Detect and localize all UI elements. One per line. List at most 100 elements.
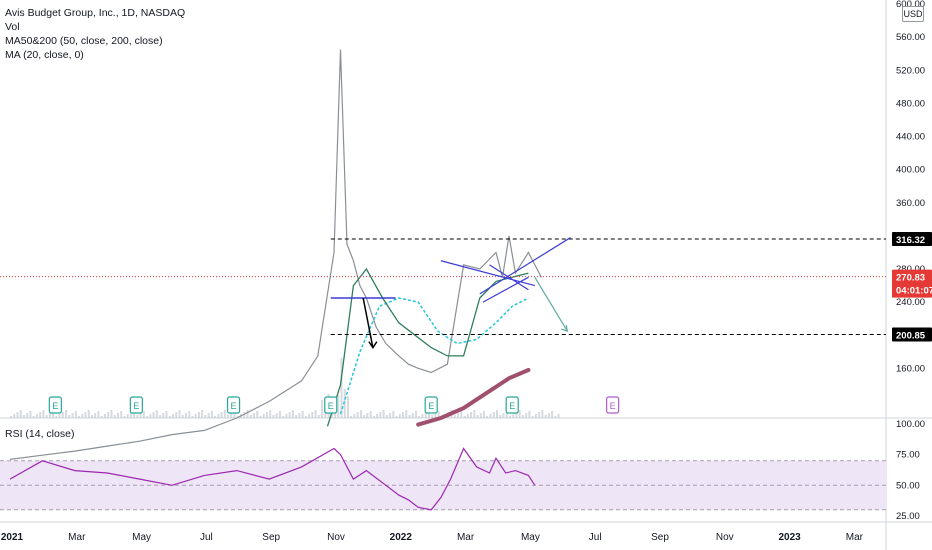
earnings-marker[interactable]: E [325,397,337,413]
ma20-legend[interactable]: MA (20, close, 0) [5,48,185,62]
current-price-tag-text: 04:01:07 [896,286,932,297]
volume-bar [305,416,307,418]
volume-bar [185,413,187,418]
volume-bar [373,416,375,418]
volume-bar [493,412,495,418]
volume-bar [366,413,368,418]
volume-bar [26,413,28,418]
volume-legend[interactable]: Vol [5,20,185,34]
volume-bar [370,411,372,418]
time-tick-label: 2022 [390,532,413,543]
rsi-tick-label: 75.00 [896,450,920,461]
volume-bar [541,410,543,418]
drawings-layer[interactable] [331,238,886,348]
price-tick-label: 360.00 [896,198,925,209]
volume-bar [36,414,38,418]
volume-bar [269,410,271,418]
volume-bar [182,415,184,418]
price-tick-label: 520.00 [896,65,925,76]
rsi-tick-label: 25.00 [896,511,920,522]
earnings-marker[interactable]: E [506,397,518,413]
volume-bar [110,410,112,418]
rsi-legend[interactable]: RSI (14, close) [5,428,74,440]
volume-bar [146,416,148,418]
volume-bar [496,410,498,418]
time-tick-label: Mar [457,532,475,543]
earnings-marker[interactable]: E [607,397,619,413]
time-tick-label: 2023 [778,532,801,543]
volume-bar [10,416,12,418]
volume-bar [117,413,119,418]
volume-bar [457,413,459,418]
time-tick-label: Nov [327,532,345,543]
earnings-marker[interactable]: E [49,397,61,413]
symbol-title[interactable]: Avis Budget Group, Inc., 1D, NASDAQ [5,6,185,20]
earnings-marker-label: E [328,401,334,411]
volume-bar [136,415,138,418]
volume-bar [535,414,537,418]
volume-bar [409,415,411,418]
volume-bar [431,415,433,418]
volume-bar [454,415,456,418]
chart-legend: Avis Budget Group, Inc., 1D, NASDAQ Vol … [5,6,185,62]
volume-bar [101,416,103,418]
volume-bar [295,415,297,418]
volume-bar [188,411,190,418]
volume-bar [396,416,398,418]
ma50-200-legend[interactable]: MA50&200 (50, close, 200, close) [5,34,185,48]
volume-bar [311,412,313,418]
volume-bar [29,411,31,418]
volume-bar [308,414,310,418]
flag-lower-drawing [483,277,528,302]
rsi-tick-label: 100.00 [896,419,925,430]
currency-button[interactable]: USD [902,6,924,22]
volume-bars [10,358,560,418]
volume-bar [227,415,229,418]
volume-bar [480,413,482,418]
volume-bar [153,412,155,418]
volume-bar [499,415,501,418]
volume-bar [266,412,268,418]
volume-bar [538,412,540,418]
volume-bar [486,416,488,418]
volume-bar [477,415,479,418]
volume-bar [321,400,323,418]
volume-bar [412,413,414,418]
volume-bar [62,412,64,418]
earnings-marker[interactable]: E [425,397,437,413]
volume-bar [285,414,287,418]
volume-bar [214,416,216,418]
volume-bar [149,414,151,418]
earnings-marker[interactable]: E [228,397,240,413]
volume-bar [402,412,404,418]
volume-bar [42,410,44,418]
volume-bar [464,416,466,418]
volume-bar [208,413,210,418]
time-tick-label: Sep [651,532,669,543]
volume-bar [91,415,93,418]
volume-bar [59,414,61,418]
current-price-tag-text: 270.83 [896,273,925,284]
volume-bar [104,414,106,418]
volume-bar [169,416,171,418]
volume-bar [162,413,164,418]
volume-bar [230,413,232,418]
volume-bar [224,410,226,418]
price-series-layer [0,50,886,510]
volume-bar [318,415,320,418]
earnings-marker-label: E [231,401,237,411]
volume-bar [46,415,48,418]
earnings-marker[interactable]: E [130,397,142,413]
rsi-band [0,461,886,510]
volume-bar [363,415,365,418]
volume-bar [315,410,317,418]
volume-bar [198,412,200,418]
volume-bar [353,414,355,418]
volume-bar [421,414,423,418]
volume-bar [483,411,485,418]
rsi-tick-label: 50.00 [896,480,920,491]
volume-bar [490,414,492,418]
